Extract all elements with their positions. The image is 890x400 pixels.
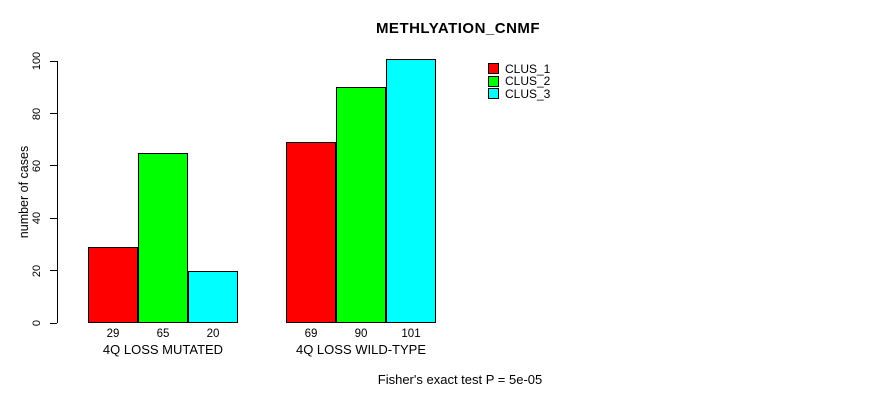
legend-swatch-clus_1 bbox=[488, 63, 499, 74]
y-tick bbox=[50, 113, 57, 115]
y-tick-label: 20 bbox=[31, 264, 43, 277]
bar-clus_2-group2 bbox=[336, 87, 386, 323]
bar-value-label: 101 bbox=[401, 328, 421, 340]
bar-clus_3-group2 bbox=[386, 58, 436, 323]
y-tick bbox=[50, 217, 57, 219]
legend-swatch-clus_2 bbox=[488, 75, 499, 87]
chart-title: METHLYATION_CNMF bbox=[375, 20, 541, 37]
y-tick-label: 0 bbox=[31, 319, 43, 327]
legend-label: CLUS_3 bbox=[505, 86, 551, 101]
legend-label: CLUS_1 bbox=[505, 61, 551, 76]
bar-clus_2-group1 bbox=[138, 152, 188, 323]
y-axis-line bbox=[57, 61, 58, 323]
y-tick bbox=[50, 270, 57, 272]
category-label: 4Q LOSS MUTATED bbox=[102, 342, 224, 357]
y-tick-label: 60 bbox=[31, 159, 43, 173]
bar-clus_1-group2 bbox=[286, 142, 336, 323]
legend-swatch-clus_3 bbox=[488, 88, 499, 100]
y-tick bbox=[50, 165, 57, 167]
bar-clus_3-group1 bbox=[188, 270, 238, 323]
bar-value-label: 65 bbox=[156, 328, 170, 340]
bar-value-label: 20 bbox=[206, 328, 220, 340]
y-tick bbox=[50, 322, 57, 324]
y-tick-label: 40 bbox=[31, 212, 43, 225]
category-label: 4Q LOSS WILD-TYPE bbox=[295, 342, 427, 357]
bar-clus_1-group1 bbox=[88, 247, 138, 323]
y-tick-label: 80 bbox=[31, 107, 43, 120]
bar-value-label: 90 bbox=[354, 328, 368, 340]
y-tick bbox=[50, 60, 57, 62]
bar-value-label: 69 bbox=[304, 328, 318, 340]
legend-label: CLUS_2 bbox=[505, 74, 551, 89]
y-tick-label: 100 bbox=[31, 52, 43, 71]
y-axis-label: number of cases bbox=[17, 145, 31, 239]
annotation-text: Fisher's exact test P = 5e-05 bbox=[377, 372, 543, 387]
bar-value-label: 29 bbox=[106, 328, 120, 340]
